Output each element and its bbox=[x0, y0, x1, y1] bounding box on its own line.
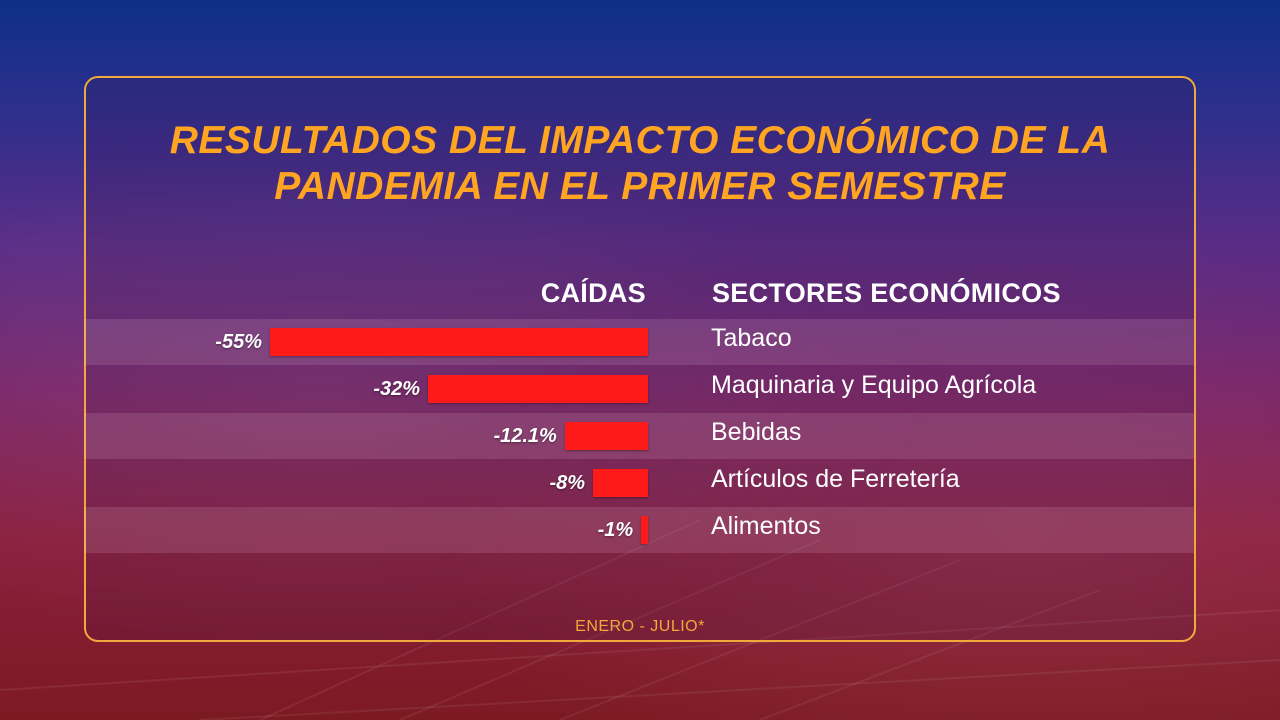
bar-value-label: -8% bbox=[549, 472, 586, 494]
footnote: ENERO - JULIO* bbox=[575, 618, 705, 635]
category-label: Tabaco bbox=[711, 324, 792, 352]
category-label: Maquinaria y Equipo Agrícola bbox=[711, 371, 1037, 399]
chart-title-line-1: RESULTADOS DEL IMPACTO ECONÓMICO DE LA bbox=[169, 119, 1111, 162]
chart-title-line-2: PANDEMIA EN EL PRIMER SEMESTRE bbox=[274, 165, 1006, 208]
header-sectores: SECTORES ECONÓMICOS bbox=[712, 278, 1061, 308]
bar bbox=[428, 375, 648, 403]
bar-value-label: -55% bbox=[215, 331, 262, 353]
category-label: Artículos de Ferretería bbox=[711, 465, 960, 493]
bar bbox=[641, 516, 648, 544]
bar bbox=[270, 328, 648, 356]
bar bbox=[593, 469, 648, 497]
bar-value-label: -32% bbox=[373, 378, 421, 400]
category-label: Alimentos bbox=[711, 512, 821, 540]
chart-title: RESULTADOS DEL IMPACTO ECONÓMICO DE LA P… bbox=[84, 118, 1196, 210]
bar-value-label: -12.1% bbox=[493, 425, 557, 447]
bar-value-label: -1% bbox=[597, 519, 634, 541]
chart-panel bbox=[84, 76, 1196, 642]
bar bbox=[564, 422, 648, 450]
header-caidas: CAÍDAS bbox=[540, 278, 646, 308]
row-band bbox=[84, 507, 1194, 553]
category-label: Bebidas bbox=[711, 418, 802, 446]
